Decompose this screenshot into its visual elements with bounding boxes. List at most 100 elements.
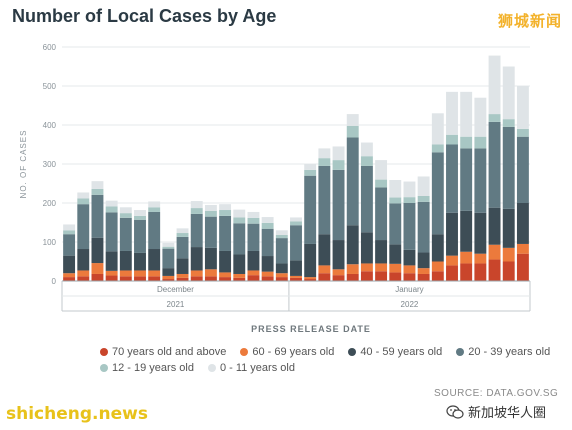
bar-segment — [63, 230, 76, 235]
bar-segment — [474, 263, 487, 281]
bar-segment — [332, 275, 345, 281]
bar-segment — [204, 269, 217, 277]
bar-segment — [332, 269, 345, 276]
bar-segment — [304, 279, 317, 281]
bar-segment — [77, 204, 90, 250]
wechat-icon — [446, 404, 464, 419]
bar-segment — [162, 279, 175, 281]
bar-segment — [417, 201, 430, 253]
bar-segment — [389, 179, 402, 198]
bar-segment — [488, 207, 501, 245]
brand-watermark-bottom-left: shicheng.news — [6, 404, 148, 424]
bar-segment — [63, 234, 76, 256]
bar-segment — [360, 156, 373, 166]
y-tick-label: 200 — [43, 199, 57, 208]
bar-segment — [360, 232, 373, 264]
bar-segment — [247, 275, 260, 281]
x-month-label: January — [395, 285, 423, 294]
bar-segment — [204, 276, 217, 281]
bar-segment — [304, 175, 317, 244]
bar-segment — [176, 236, 189, 259]
bar-segment — [474, 148, 487, 213]
bar-segment — [77, 276, 90, 281]
bar-segment — [417, 268, 430, 274]
bar-segment — [275, 263, 288, 274]
bar-segment — [375, 240, 388, 264]
bar-segment — [275, 273, 288, 278]
brand-watermark-top: 狮城新闻 — [497, 12, 562, 30]
bar-segment — [105, 206, 118, 213]
bar-segment — [91, 194, 104, 238]
legend-swatch — [456, 348, 465, 356]
bar-segment — [516, 243, 529, 254]
brand-watermark-bottom-right: 新加坡华人圈 — [446, 402, 546, 421]
bar-segment — [91, 188, 104, 195]
bar-segment — [219, 272, 232, 278]
bar-segment — [516, 136, 529, 203]
bar-segment — [375, 187, 388, 241]
bar-segment — [290, 225, 302, 261]
bar-segment — [502, 119, 515, 127]
bar-segment — [63, 273, 76, 278]
legend-label: 60 - 69 years old — [252, 346, 335, 358]
bar-segment — [233, 217, 246, 224]
bar-segment — [148, 211, 161, 250]
bar-segment — [360, 142, 373, 157]
y-tick-label: 100 — [43, 238, 57, 247]
bar-segment — [304, 243, 317, 278]
bar-segment — [318, 158, 331, 166]
bar-segment — [446, 255, 458, 266]
bar-segment — [403, 273, 416, 281]
bar-segment — [516, 86, 529, 129]
bar-segment — [417, 195, 430, 202]
bar-segment — [403, 197, 416, 203]
bar-segment — [77, 192, 90, 199]
y-tick-label: 400 — [43, 121, 57, 130]
chart-title: Number of Local Cases by Age — [12, 6, 277, 26]
bar-segment — [304, 164, 317, 170]
bar-segment — [403, 265, 416, 274]
bar-segment — [247, 211, 260, 218]
bar-segment — [91, 181, 104, 189]
legend-row: 70 years old and above 60 - 69 years old 4… — [100, 346, 570, 374]
legend-item: 0 - 11 years old — [207, 362, 295, 374]
bar-segment — [474, 212, 487, 254]
bar-segment — [233, 209, 246, 218]
bar-segment — [63, 224, 76, 231]
bar-segment — [346, 264, 359, 274]
bar-segment — [488, 121, 501, 208]
bar-segment — [290, 277, 302, 281]
bar-segment — [290, 260, 302, 276]
bar-segment — [360, 263, 373, 272]
x-axis-label: PRESS RELEASE DATE — [251, 324, 371, 334]
bar-segment — [105, 275, 118, 281]
bar-segment — [190, 201, 203, 209]
bar-segment — [318, 273, 331, 281]
bar-segment — [134, 252, 146, 271]
bar-segment — [176, 277, 189, 281]
bar-segment — [389, 197, 402, 204]
bar-segment — [488, 114, 501, 122]
stacked-bar-chart: 0 100 200 300 400 500 600 NO. OF CASES December J… — [19, 43, 531, 334]
bar-segment — [332, 169, 345, 241]
legend-item: 40 - 59 years old — [348, 346, 442, 358]
bar-segment — [275, 234, 288, 239]
bar-segment — [162, 248, 175, 269]
bar-segment — [105, 270, 118, 276]
bar-segment — [233, 273, 246, 278]
bar-segment — [446, 265, 458, 281]
bar-segment — [261, 256, 274, 272]
x-year-label: 2021 — [167, 300, 185, 309]
bar-segment — [290, 221, 302, 226]
bar-segment — [176, 258, 189, 274]
bar-segment — [502, 66, 515, 120]
bar-segment — [460, 251, 473, 264]
chart-legend: 70 years old and above 60 - 69 years old 4… — [100, 346, 570, 374]
bar-segment — [375, 160, 388, 180]
bar-segment — [346, 114, 359, 126]
y-tick-label: 0 — [52, 277, 57, 286]
bar-segment — [233, 223, 246, 255]
bar-segment — [261, 222, 274, 229]
bar-segment — [91, 263, 104, 274]
bar-segment — [275, 277, 288, 281]
